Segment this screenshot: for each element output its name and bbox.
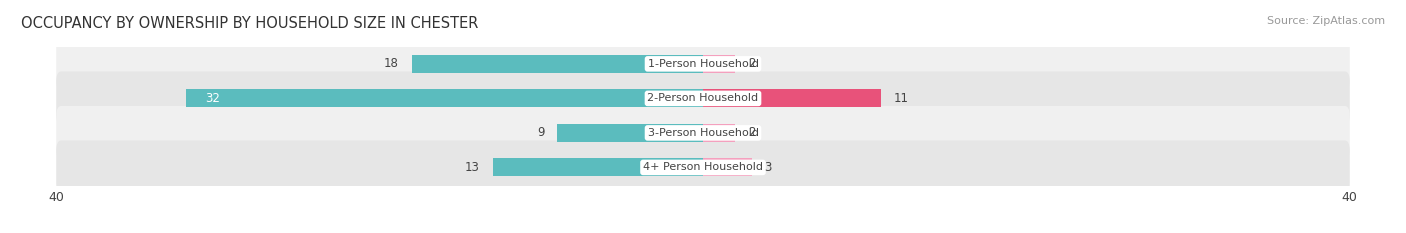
FancyBboxPatch shape xyxy=(56,140,1350,194)
Text: 1-Person Household: 1-Person Household xyxy=(648,59,758,69)
Text: 18: 18 xyxy=(384,57,399,70)
Text: 2: 2 xyxy=(748,57,756,70)
Text: 2-Person Household: 2-Person Household xyxy=(647,93,759,103)
Text: Source: ZipAtlas.com: Source: ZipAtlas.com xyxy=(1267,16,1385,26)
Text: 13: 13 xyxy=(465,161,479,174)
Text: 11: 11 xyxy=(894,92,908,105)
Text: 32: 32 xyxy=(205,92,219,105)
FancyBboxPatch shape xyxy=(56,37,1350,91)
FancyBboxPatch shape xyxy=(56,106,1350,160)
Bar xyxy=(412,55,703,73)
FancyBboxPatch shape xyxy=(56,72,1350,125)
Legend: Owner-occupied, Renter-occupied: Owner-occupied, Renter-occupied xyxy=(574,231,832,233)
Bar xyxy=(558,124,703,142)
Text: 4+ Person Household: 4+ Person Household xyxy=(643,162,763,172)
Bar xyxy=(494,158,703,176)
Text: 2: 2 xyxy=(748,126,756,139)
Text: OCCUPANCY BY OWNERSHIP BY HOUSEHOLD SIZE IN CHESTER: OCCUPANCY BY OWNERSHIP BY HOUSEHOLD SIZE… xyxy=(21,16,478,31)
Bar xyxy=(186,89,703,107)
Bar xyxy=(703,124,735,142)
Text: 9: 9 xyxy=(537,126,544,139)
Bar xyxy=(703,89,880,107)
Text: 3-Person Household: 3-Person Household xyxy=(648,128,758,138)
Text: 3: 3 xyxy=(765,161,772,174)
Bar xyxy=(703,158,752,176)
Bar xyxy=(703,55,735,73)
